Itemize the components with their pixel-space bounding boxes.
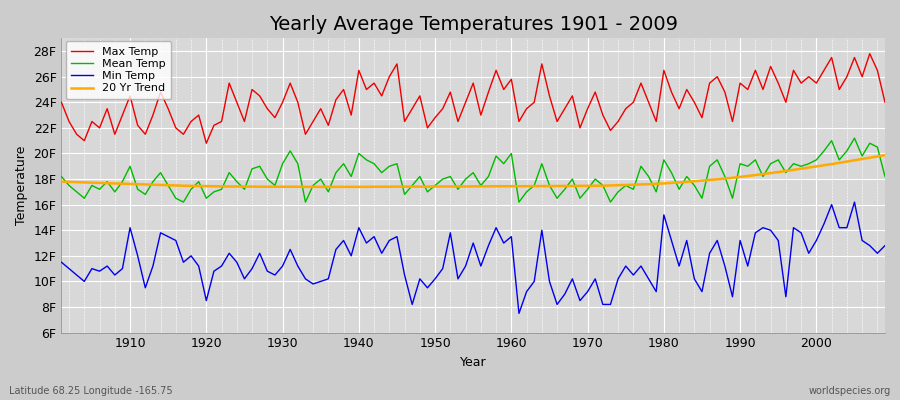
Min Temp [330, 247, 341, 252]
Min Temp [284, 247, 295, 252]
Line: 20 Yr Trend: 20 Yr Trend [61, 155, 885, 187]
Mean Temp [338, 161, 349, 166]
Min Temp [117, 266, 128, 271]
Max Temp [514, 119, 525, 124]
Min Temp [605, 302, 616, 307]
Mean Temp [605, 200, 616, 204]
20 Yr Trend [300, 184, 310, 189]
Mean Temp [849, 136, 859, 140]
Line: Max Temp: Max Temp [61, 54, 885, 143]
Min Temp [506, 234, 517, 239]
Max Temp [338, 87, 349, 92]
Mean Temp [178, 200, 189, 204]
Title: Yearly Average Temperatures 1901 - 2009: Yearly Average Temperatures 1901 - 2009 [269, 15, 678, 34]
Legend: Max Temp, Mean Temp, Min Temp, 20 Yr Trend: Max Temp, Mean Temp, Min Temp, 20 Yr Tre… [66, 41, 171, 99]
Max Temp [292, 100, 303, 105]
Line: Mean Temp: Mean Temp [61, 138, 885, 202]
20 Yr Trend [879, 153, 890, 158]
Max Temp [864, 51, 875, 56]
Max Temp [56, 100, 67, 105]
Mean Temp [514, 200, 525, 204]
Max Temp [506, 77, 517, 82]
Text: Latitude 68.25 Longitude -165.75: Latitude 68.25 Longitude -165.75 [9, 386, 173, 396]
20 Yr Trend [284, 184, 295, 189]
20 Yr Trend [117, 181, 128, 186]
Min Temp [879, 243, 890, 248]
Min Temp [849, 200, 859, 204]
Max Temp [605, 128, 616, 133]
X-axis label: Year: Year [460, 356, 487, 369]
20 Yr Trend [338, 184, 349, 189]
Y-axis label: Temperature: Temperature [15, 146, 28, 225]
20 Yr Trend [506, 184, 517, 189]
Max Temp [117, 113, 128, 118]
Mean Temp [56, 174, 67, 179]
Mean Temp [292, 161, 303, 166]
Min Temp [499, 241, 509, 246]
Text: worldspecies.org: worldspecies.org [809, 386, 891, 396]
20 Yr Trend [514, 184, 525, 189]
Mean Temp [506, 151, 517, 156]
20 Yr Trend [605, 183, 616, 188]
Mean Temp [879, 174, 890, 179]
Min Temp [56, 260, 67, 265]
Max Temp [201, 141, 212, 146]
Line: Min Temp: Min Temp [61, 202, 885, 313]
20 Yr Trend [56, 179, 67, 184]
Min Temp [514, 311, 525, 316]
Mean Temp [117, 179, 128, 184]
Max Temp [879, 100, 890, 105]
